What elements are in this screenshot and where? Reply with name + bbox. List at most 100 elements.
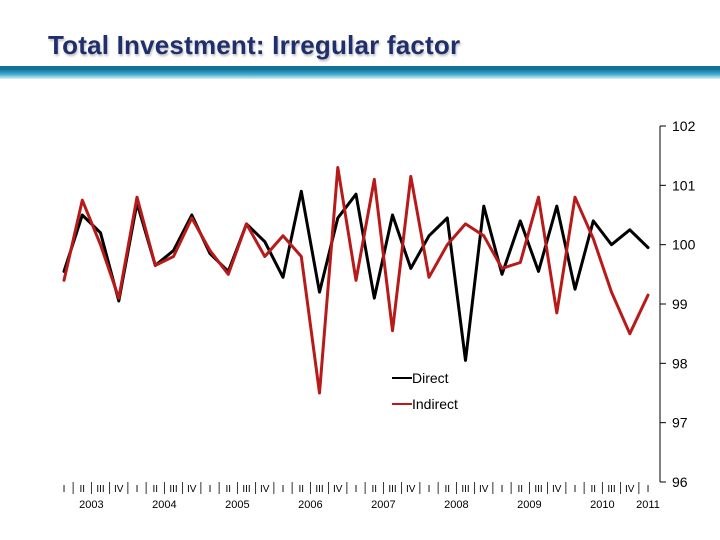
data-point-direct: [190, 213, 193, 217]
data-point-direct: [555, 204, 558, 208]
x-tick-label: I: [282, 484, 285, 495]
x-tick-label: II: [590, 484, 596, 495]
data-point-direct: [500, 273, 504, 276]
data-point-indirect: [227, 273, 230, 276]
x-tick-label: III: [607, 484, 615, 495]
data-point-indirect: [354, 279, 358, 282]
data-point-indirect: [592, 237, 595, 240]
x-tick-label: IV: [552, 484, 562, 495]
x-tick-label: IV: [187, 484, 197, 495]
x-tick-label: III: [96, 484, 104, 495]
data-point-direct: [427, 234, 431, 237]
data-point-direct: [117, 299, 120, 303]
x-tick-label: III: [242, 484, 250, 495]
data-point-direct: [537, 270, 540, 273]
data-point-direct: [318, 290, 321, 294]
data-point-indirect: [336, 166, 339, 169]
data-point-direct: [482, 204, 485, 208]
x-tick-label: IV: [260, 484, 270, 495]
year-label: 2011: [636, 499, 660, 511]
data-point-indirect: [573, 196, 577, 199]
x-tick-label: III: [315, 484, 323, 495]
x-tick-label: IV: [333, 484, 343, 495]
data-point-direct: [409, 267, 412, 270]
data-point-indirect: [135, 196, 139, 199]
data-point-indirect: [81, 198, 84, 202]
y-tick-label: 96: [672, 474, 688, 490]
x-tick-label: III: [388, 484, 396, 495]
data-point-direct: [373, 296, 376, 300]
data-point-indirect: [281, 234, 285, 237]
y-tick-label: 101: [672, 177, 696, 193]
title-underline: [0, 66, 720, 79]
data-point-indirect: [464, 222, 467, 226]
x-tick-label: I: [647, 484, 650, 495]
data-point-indirect: [208, 249, 212, 252]
data-point-indirect: [500, 267, 504, 270]
data-point-indirect: [427, 276, 431, 279]
x-tick-label: I: [355, 484, 358, 495]
data-point-indirect: [263, 255, 266, 258]
data-point-indirect: [300, 255, 303, 258]
data-point-indirect: [154, 264, 157, 267]
data-point-indirect: [373, 178, 376, 181]
year-label: 2006: [298, 499, 322, 511]
data-point-direct: [354, 193, 358, 196]
data-point-indirect: [99, 243, 102, 246]
x-tick-label: II: [444, 484, 450, 495]
data-point-direct: [464, 359, 467, 362]
x-tick-label: II: [152, 484, 158, 495]
y-tick-label: 99: [672, 296, 688, 312]
data-point-direct: [646, 246, 650, 249]
data-point-direct: [519, 219, 522, 223]
data-point-direct: [446, 216, 449, 220]
x-tick-label: II: [225, 484, 231, 495]
x-tick-label: I: [574, 484, 577, 495]
slide-title: Total Investment: Irregular factor: [48, 30, 461, 60]
legend-label-indirect: Indirect: [412, 396, 458, 412]
data-point-indirect: [628, 332, 631, 335]
data-point-indirect: [172, 255, 175, 258]
data-point-indirect: [482, 234, 485, 237]
year-label: 2003: [79, 499, 103, 511]
year-label: 2007: [371, 499, 395, 511]
data-point-direct: [391, 213, 394, 217]
year-label: 2005: [225, 499, 249, 511]
x-tick-label: I: [63, 484, 66, 495]
x-tick-label: II: [79, 484, 85, 495]
x-tick-label: I: [209, 484, 212, 495]
x-tick-label: III: [169, 484, 177, 495]
x-tick-label: I: [501, 484, 504, 495]
x-tick-label: I: [428, 484, 431, 495]
x-tick-label: II: [371, 484, 377, 495]
data-point-direct: [172, 249, 175, 252]
x-tick-label: II: [298, 484, 304, 495]
y-tick-label: 102: [672, 118, 696, 134]
data-point-indirect: [409, 175, 412, 178]
data-point-direct: [628, 228, 631, 232]
data-point-indirect: [245, 222, 248, 226]
x-tick-label: II: [517, 484, 523, 495]
year-label: 2004: [152, 499, 176, 511]
data-point-indirect: [190, 216, 193, 220]
data-point-direct: [281, 276, 285, 279]
data-point-direct: [81, 213, 84, 217]
data-point-indirect: [446, 243, 449, 246]
data-point-direct: [573, 287, 577, 291]
data-point-indirect: [519, 261, 522, 264]
data-point-indirect: [391, 329, 394, 332]
x-tick-label: III: [534, 484, 542, 495]
year-label: 2009: [517, 499, 541, 511]
data-point-indirect: [610, 290, 613, 294]
data-point-indirect: [62, 279, 66, 282]
data-point-indirect: [646, 293, 650, 297]
x-tick-label: IV: [114, 484, 124, 495]
x-tick-label: III: [461, 484, 469, 495]
data-point-direct: [610, 243, 613, 246]
legend-label-direct: Direct: [412, 370, 449, 386]
data-point-direct: [300, 190, 303, 193]
data-point-indirect: [117, 296, 120, 300]
x-tick-label: IV: [406, 484, 416, 495]
data-point-indirect: [537, 196, 540, 199]
